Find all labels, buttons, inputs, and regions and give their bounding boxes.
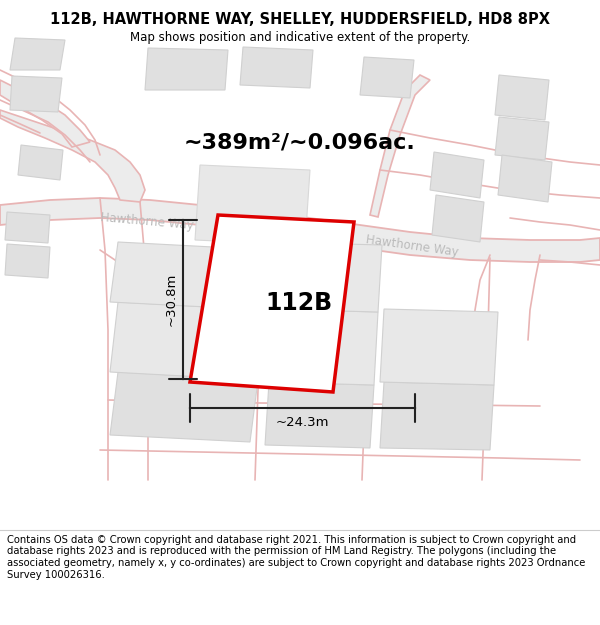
- Polygon shape: [110, 242, 270, 310]
- Text: Map shows position and indicative extent of the property.: Map shows position and indicative extent…: [130, 31, 470, 44]
- Polygon shape: [265, 382, 374, 448]
- Text: ~24.3m: ~24.3m: [276, 416, 329, 429]
- Polygon shape: [110, 372, 258, 442]
- Polygon shape: [0, 110, 145, 202]
- Text: 112B, HAWTHORNE WAY, SHELLEY, HUDDERSFIELD, HD8 8PX: 112B, HAWTHORNE WAY, SHELLEY, HUDDERSFIE…: [50, 12, 550, 28]
- Polygon shape: [195, 165, 310, 245]
- Text: ~30.8m: ~30.8m: [165, 272, 178, 326]
- Polygon shape: [495, 117, 549, 160]
- Text: Hawthorne Way: Hawthorne Way: [100, 211, 194, 232]
- Polygon shape: [380, 382, 494, 450]
- Text: 112B: 112B: [265, 291, 332, 315]
- Polygon shape: [0, 198, 260, 230]
- Polygon shape: [18, 145, 63, 180]
- Text: Hawthorne Way: Hawthorne Way: [365, 233, 459, 259]
- Polygon shape: [110, 302, 265, 380]
- Polygon shape: [260, 212, 600, 262]
- Polygon shape: [5, 244, 50, 278]
- Polygon shape: [190, 215, 354, 392]
- Polygon shape: [432, 195, 484, 242]
- Text: ~389m²/~0.096ac.: ~389m²/~0.096ac.: [184, 132, 416, 152]
- Text: Contains OS data © Crown copyright and database right 2021. This information is : Contains OS data © Crown copyright and d…: [7, 535, 586, 580]
- Polygon shape: [145, 48, 228, 90]
- Polygon shape: [10, 38, 65, 70]
- Polygon shape: [5, 212, 50, 243]
- Polygon shape: [265, 309, 378, 385]
- Polygon shape: [430, 152, 484, 198]
- Polygon shape: [498, 155, 552, 202]
- Polygon shape: [360, 57, 414, 98]
- Polygon shape: [495, 75, 549, 120]
- Polygon shape: [370, 75, 430, 217]
- Polygon shape: [380, 309, 498, 385]
- Polygon shape: [0, 80, 90, 147]
- Polygon shape: [10, 76, 62, 112]
- Polygon shape: [240, 47, 313, 88]
- Polygon shape: [265, 242, 382, 312]
